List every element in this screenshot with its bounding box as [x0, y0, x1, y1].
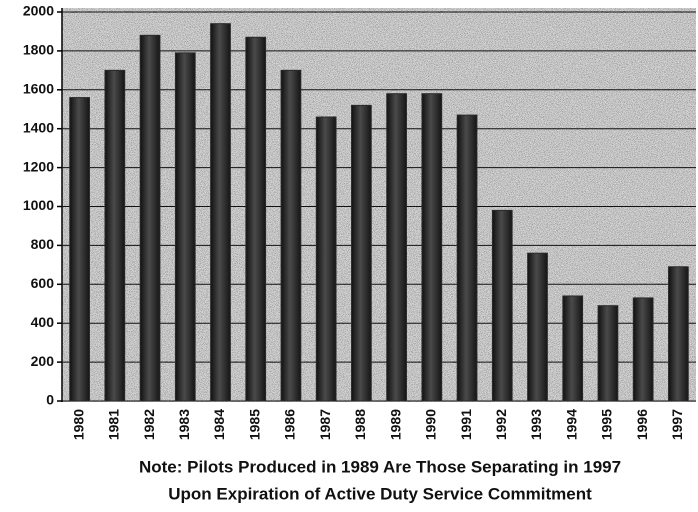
bar [210, 23, 231, 402]
y-tick-label: 2000 [23, 3, 54, 19]
bar [280, 69, 302, 402]
y-tick-label: 1600 [23, 81, 54, 97]
bar [386, 93, 407, 402]
x-tick-label: 1994 [563, 409, 579, 440]
bar [421, 93, 443, 402]
bar [562, 295, 584, 402]
x-tick-label: 1988 [352, 409, 368, 440]
y-tick-label: 1400 [23, 119, 54, 135]
bar [456, 114, 478, 402]
x-tick-label: 1985 [246, 409, 262, 440]
bar [597, 305, 619, 402]
bar [668, 266, 689, 402]
x-tick-label: 1995 [599, 409, 615, 440]
x-tick-label: 1997 [669, 409, 685, 440]
x-tick-label: 1992 [493, 409, 509, 440]
bar [174, 52, 196, 402]
bar [632, 297, 654, 402]
bar [104, 69, 126, 402]
x-tick-label: 1986 [282, 409, 298, 440]
x-tick-label: 1983 [176, 409, 192, 440]
bar [491, 209, 513, 402]
x-tick-label: 1991 [458, 409, 474, 440]
y-tick-label: 600 [31, 275, 55, 291]
y-tick-label: 800 [31, 236, 55, 252]
bar [315, 116, 337, 402]
x-tick-label: 1984 [211, 409, 227, 440]
bar [351, 104, 372, 402]
x-tick-label: 1987 [317, 409, 333, 440]
x-tick-label: 1980 [70, 409, 86, 440]
y-tick-label: 400 [31, 314, 55, 330]
x-tick-label: 1990 [423, 409, 439, 440]
y-tick-label: 0 [46, 392, 54, 408]
x-tick-label: 1996 [634, 409, 650, 440]
x-tick-label: 1989 [387, 409, 403, 440]
note-line: Upon Expiration of Active Duty Service C… [168, 484, 592, 503]
bar [527, 252, 548, 402]
x-tick-label: 1982 [141, 409, 157, 440]
x-tick-label: 1993 [528, 409, 544, 440]
bar [139, 34, 161, 402]
y-tick-label: 1000 [23, 197, 54, 213]
plot-texture [62, 8, 696, 402]
y-tick-label: 1800 [23, 42, 54, 58]
y-tick-label: 200 [31, 353, 55, 369]
y-tick-label: 1200 [23, 158, 54, 174]
bar [245, 36, 267, 402]
x-tick-label: 1981 [106, 409, 122, 440]
note-line: Note: Pilots Produced in 1989 Are Those … [139, 457, 621, 476]
bar [69, 97, 90, 402]
